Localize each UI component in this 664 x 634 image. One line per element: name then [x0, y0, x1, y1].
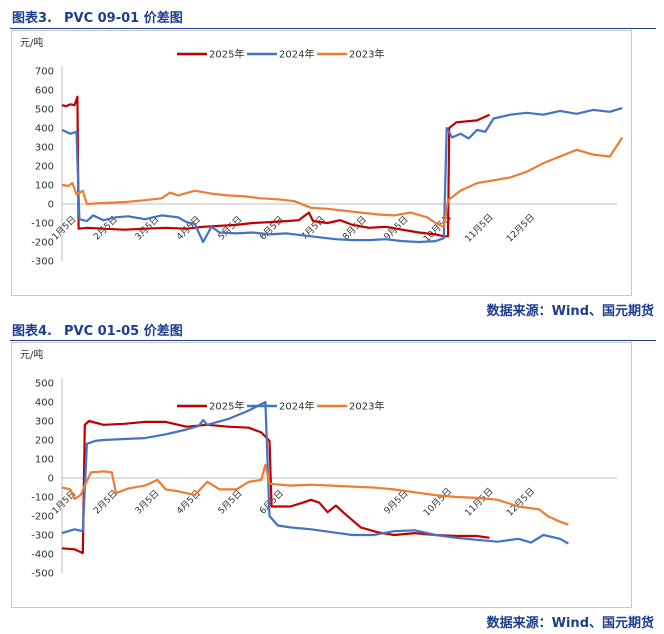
y-tick-label: 400 — [35, 124, 54, 135]
figure-3-name: PVC 09-01 价差图 — [63, 11, 183, 26]
figure-4-title-rule — [10, 340, 656, 341]
y-tick-label: 400 — [35, 398, 54, 409]
y-tick-label: 700 — [35, 67, 54, 78]
x-tick-label: 10月5日 — [421, 486, 454, 519]
x-tick-label: 12月5日 — [504, 486, 537, 519]
y-unit-label: 元/吨 — [20, 36, 43, 49]
chart-2-svg: 元/吨 500 400 300 200 100 0 -100 -200 -300 -400 -500 1… — [20, 348, 617, 580]
y-tick-label: -300 — [31, 531, 54, 542]
legend-label-2025年: 2025年 — [209, 400, 244, 413]
x-tick-label: 11月5日 — [463, 212, 496, 245]
x-tick-label: 8月5日 — [340, 214, 369, 243]
series-line-2025年 — [61, 95, 490, 238]
figure-4-title: 图表4. PVC 01-05 价差图 — [12, 320, 183, 339]
y-tick-label: 600 — [35, 86, 54, 97]
legend-label-2023年: 2023年 — [349, 400, 384, 413]
x-tick-label: 11月5日 — [463, 486, 496, 519]
x-tick-label: 9月5日 — [382, 488, 411, 517]
x-tick-label: 6月5日 — [257, 214, 286, 243]
x-tick-label: 5月5日 — [216, 214, 245, 243]
y-tick-label: 500 — [35, 379, 54, 390]
y-tick-label: 100 — [35, 181, 54, 192]
legend-label-2025年: 2025年 — [209, 48, 244, 61]
y-tick-label: 0 — [48, 200, 54, 211]
y-tick-label: -200 — [31, 238, 54, 249]
x-tick-label: 1月5日 — [50, 488, 79, 517]
x-tick-label: 12月5日 — [504, 212, 537, 245]
figure-3-title: 图表3. PVC 09-01 价差图 — [12, 7, 183, 26]
series-line-2023年 — [61, 463, 569, 526]
series-line-2023年 — [61, 136, 624, 228]
chart-panel-2: 元/吨 500 400 300 200 100 0 -100 -200 -300 -400 -500 1… — [11, 342, 632, 608]
series-line-2024年 — [61, 400, 569, 545]
legend-label-2024年: 2024年 — [279, 48, 314, 61]
y-unit-label: 元/吨 — [20, 348, 43, 361]
y-tick-label: 500 — [35, 105, 54, 116]
legend-label-2023年: 2023年 — [349, 48, 384, 61]
y-tick-label: -100 — [31, 493, 54, 504]
y-tick-label: -400 — [31, 550, 54, 561]
chart-panel-1: 元/吨 700 600 500 400 300 200 100 0 -100 -200 -300 1月5… — [11, 30, 632, 296]
y-tick-label: 0 — [48, 474, 54, 485]
y-tick-label: -300 — [31, 257, 54, 268]
chart-1-svg: 元/吨 700 600 500 400 300 200 100 0 -100 -200 -300 1月5… — [20, 36, 624, 268]
figure-3-source: 数据来源：Wind、国元期货 — [486, 304, 654, 319]
y-tick-label: 100 — [35, 455, 54, 466]
figure-3-title-rule — [10, 28, 656, 29]
y-tick-label: 200 — [35, 162, 54, 173]
figure-4-name: PVC 01-05 价差图 — [63, 324, 183, 339]
series-line-2025年 — [61, 419, 490, 555]
series-line-2024年 — [61, 107, 623, 244]
figure-4-source: 数据来源：Wind、国元期货 — [486, 616, 654, 631]
figure-4-number: 图表4. — [12, 324, 52, 339]
y-tick-label: -500 — [31, 569, 54, 580]
x-tick-label: 1月5日 — [50, 214, 79, 243]
y-tick-label: 200 — [35, 436, 54, 447]
figure-3-number: 图表3. — [12, 11, 52, 26]
legend-label-2024年: 2024年 — [279, 400, 314, 413]
x-tick-label: 3月5日 — [133, 488, 162, 517]
y-tick-label: 300 — [35, 143, 54, 154]
x-tick-label: 5月5日 — [216, 488, 245, 517]
y-tick-label: -200 — [31, 512, 54, 523]
y-tick-label: -100 — [31, 219, 54, 230]
y-tick-label: 300 — [35, 417, 54, 428]
